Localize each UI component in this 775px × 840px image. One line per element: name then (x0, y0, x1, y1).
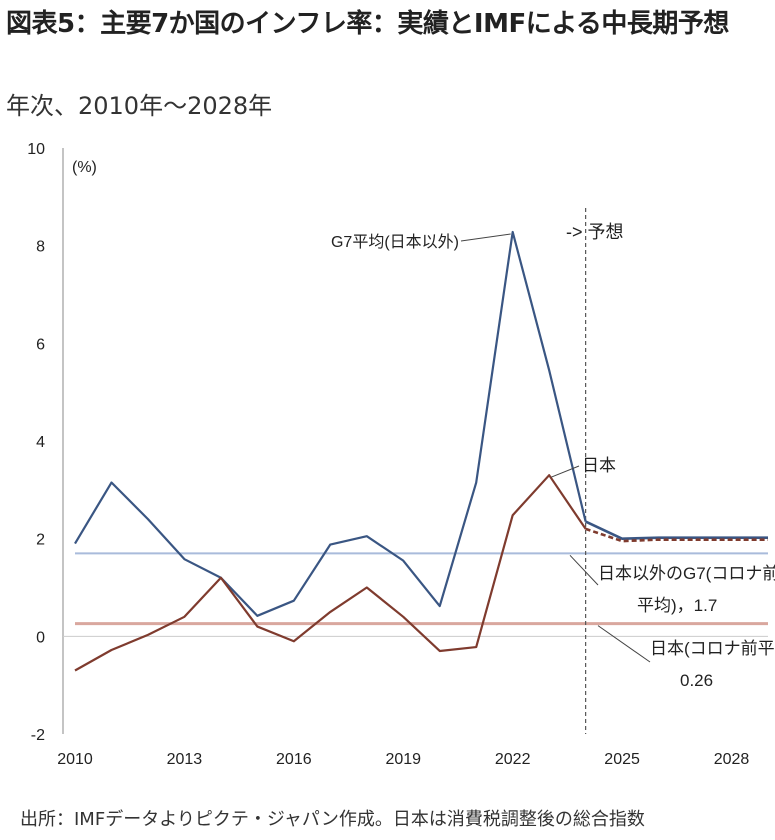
series-group (74, 230, 768, 672)
x-tick-label: 2025 (604, 751, 640, 768)
forecast-label: -> 予想 (566, 222, 624, 242)
g7-avg-label-line1: 日本以外のG7(コロナ前 (598, 564, 775, 583)
x-tick-label: 2016 (276, 751, 312, 768)
x-tick-label: 2013 (167, 751, 203, 768)
x-tick-label: 2010 (57, 751, 93, 768)
japan-label-leader-line (550, 465, 580, 478)
g7-avg-leader-line (569, 554, 599, 586)
japan-avg-leader-line (597, 625, 651, 663)
y-tick-label: 4 (36, 434, 45, 451)
chart-title: 図表5：主要7か国のインフレ率：実績とIMFによる中長期予想 (6, 9, 729, 39)
y-tick-label: 2 (36, 532, 45, 549)
chart-subtitle: 年次、2010年～2028年 (6, 92, 273, 120)
y-unit-label: (%) (72, 159, 97, 176)
y-tick-label: 0 (36, 629, 45, 646)
g7-average-series-line-forecast (585, 520, 768, 540)
source-note: 出所：IMFデータよりピクテ・ジャパン作成。日本は消費税調整後の総合指数 (20, 809, 645, 830)
g7-series-label: G7平均(日本以外) (331, 233, 459, 251)
y-tick-label: -2 (31, 727, 45, 744)
japan-series-line-actual (74, 474, 587, 672)
japan-avg-label-line2: 0.26 (680, 671, 713, 690)
y-tick-label: 10 (27, 141, 45, 158)
x-tick-label: 2028 (714, 751, 750, 768)
x-tick-label: 2019 (385, 751, 421, 768)
axes: -2 0 2 4 6 8 10 2010 2013 2016 2019 2022 2025 2028 (27, 141, 768, 768)
g7-label-leader-line (460, 233, 511, 242)
annotations: (%) -> 予想 G7平均(日本以外) 日本 日本以外のG7(コロナ前 平均)… (72, 159, 775, 690)
g7-avg-label-line2: 平均)，1.7 (637, 596, 717, 615)
japan-series-label: 日本 (582, 456, 616, 475)
x-tick-label: 2022 (495, 751, 531, 768)
y-tick-label: 8 (36, 239, 45, 256)
g7-average-series-line-actual (74, 230, 587, 617)
reference-lines (75, 208, 768, 734)
y-tick-label: 6 (36, 336, 45, 353)
japan-series-line-forecast (585, 527, 768, 543)
